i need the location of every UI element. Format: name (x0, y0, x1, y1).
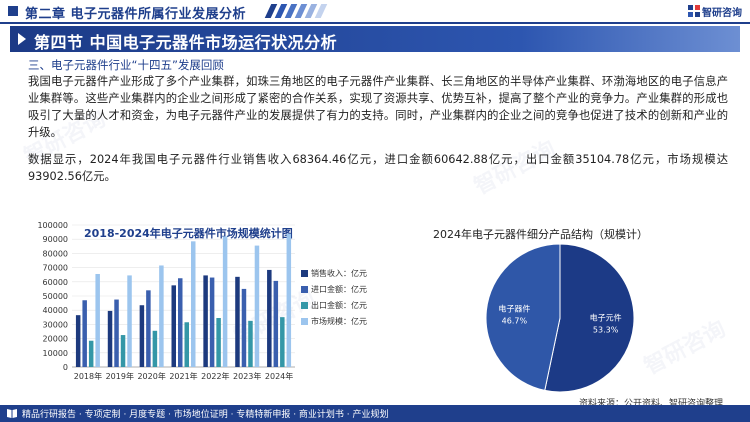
bar (159, 265, 164, 367)
y-tick-label: 40000 (43, 306, 68, 315)
chapter-title: 第二章 电子元器件所属行业发展分析 (25, 7, 247, 22)
legend-swatch (301, 270, 308, 277)
y-tick-label: 70000 (43, 264, 68, 273)
pie-slice-value: 53.3% (593, 326, 619, 335)
bar (203, 275, 208, 367)
bar (191, 241, 196, 367)
pie-slice-value: 46.7% (502, 316, 528, 325)
y-tick-label: 10000 (43, 349, 68, 358)
bar (107, 310, 113, 367)
legend-swatch (301, 318, 308, 325)
bar (286, 233, 292, 367)
x-tick-label: 2024年 (265, 371, 293, 381)
pie-chart-title: 2024年电子元器件细分产品结构（规模计） (433, 228, 648, 241)
paragraph-2024-data: 数据显示，2024年我国电子元器件行业销售收入68364.46亿元，进口金额60… (28, 153, 728, 183)
play-arrow-icon (18, 33, 26, 45)
pie-slice (485, 243, 561, 392)
bar (139, 305, 145, 367)
y-tick-label: 20000 (43, 335, 68, 344)
bar (114, 299, 119, 367)
bar (254, 245, 260, 367)
x-tick-label: 2020年 (137, 371, 165, 381)
legend-swatch (301, 302, 308, 309)
y-tick-label: 90000 (43, 235, 68, 244)
pie-chart: 电子元件 53.3% 电子器件 46.7% (485, 243, 635, 393)
brand-logo-icon (688, 5, 700, 17)
pie-slice (544, 243, 635, 393)
bar (95, 273, 100, 367)
section-title: 第四节 中国电子元器件市场运行状况分析 (34, 33, 338, 52)
x-tick-label: 2022年 (201, 371, 229, 381)
subsection-heading: 三、电子元器件行业“十四五”发展回顾 (28, 58, 224, 72)
legend-label: 进口金额：亿元 (311, 284, 367, 294)
bar (216, 318, 221, 367)
y-tick-label: 60000 (43, 278, 68, 287)
section-banner: 第四节 中国电子元器件市场运行状况分析 (10, 26, 740, 52)
bar (235, 276, 240, 367)
x-tick-label: 2023年 (233, 371, 261, 381)
bar (241, 288, 247, 367)
bar (184, 322, 189, 367)
bar (248, 320, 253, 367)
bar (222, 236, 228, 367)
pie-slice-label: 电子元件 (590, 313, 622, 323)
x-tick-label: 2018年 (74, 371, 102, 381)
bar-chart: 0 10000 20000 30000 40000 50000 60000 70000 8000… (37, 222, 367, 381)
y-tick-label: 80000 (43, 249, 68, 258)
x-tick-label: 2019年 (106, 371, 134, 381)
y-tick-label: 30000 (43, 320, 68, 329)
header-divider (0, 22, 750, 24)
header-stripes-decoration (264, 4, 668, 18)
y-tick-label: 50000 (43, 292, 68, 301)
y-tick-label: 0 (63, 363, 68, 372)
legend-label: 销售收入：亿元 (311, 268, 367, 278)
bar (120, 335, 126, 367)
top-header: 第二章 电子元器件所属行业发展分析 智研咨询 (0, 0, 750, 22)
bar (127, 275, 132, 367)
bar (146, 290, 151, 367)
paragraph-industry-clusters: 我国电子元器件产业形成了多个产业集群，如珠三角地区的电子元器件产业集群、长三角地… (28, 75, 728, 139)
footer-services: 精品行研报告 · 专项定制 · 月度专题 · 市场地位证明 · 专精特新申报 ·… (22, 410, 389, 420)
bar (273, 280, 279, 367)
bar-chart-title: 2018-2024年电子元器件市场规模统计图 (84, 227, 293, 240)
book-icon (7, 409, 17, 418)
chapter-marker-icon (8, 6, 18, 16)
bar (280, 317, 285, 367)
bar (209, 277, 215, 367)
footer-bar: 精品行研报告 · 专项定制 · 月度专题 · 市场地位证明 · 专精特新申报 ·… (0, 405, 750, 422)
brand-name: 智研咨询 (702, 8, 742, 19)
bar (88, 340, 94, 367)
bar (178, 278, 183, 367)
bar (75, 315, 81, 367)
y-tick-label: 100000 (37, 222, 68, 230)
legend-label: 市场规模：亿元 (311, 316, 367, 326)
pie-slice-label: 电子器件 (498, 303, 530, 313)
x-tick-label: 2021年 (169, 371, 197, 381)
bar (171, 285, 176, 367)
legend-label: 出口金额：亿元 (311, 300, 367, 310)
legend-swatch (301, 286, 308, 293)
bar (152, 330, 158, 367)
source-note: 资料来源：公开资料、智研咨询整理 (579, 399, 724, 409)
bar (267, 269, 272, 367)
bar (82, 300, 87, 367)
